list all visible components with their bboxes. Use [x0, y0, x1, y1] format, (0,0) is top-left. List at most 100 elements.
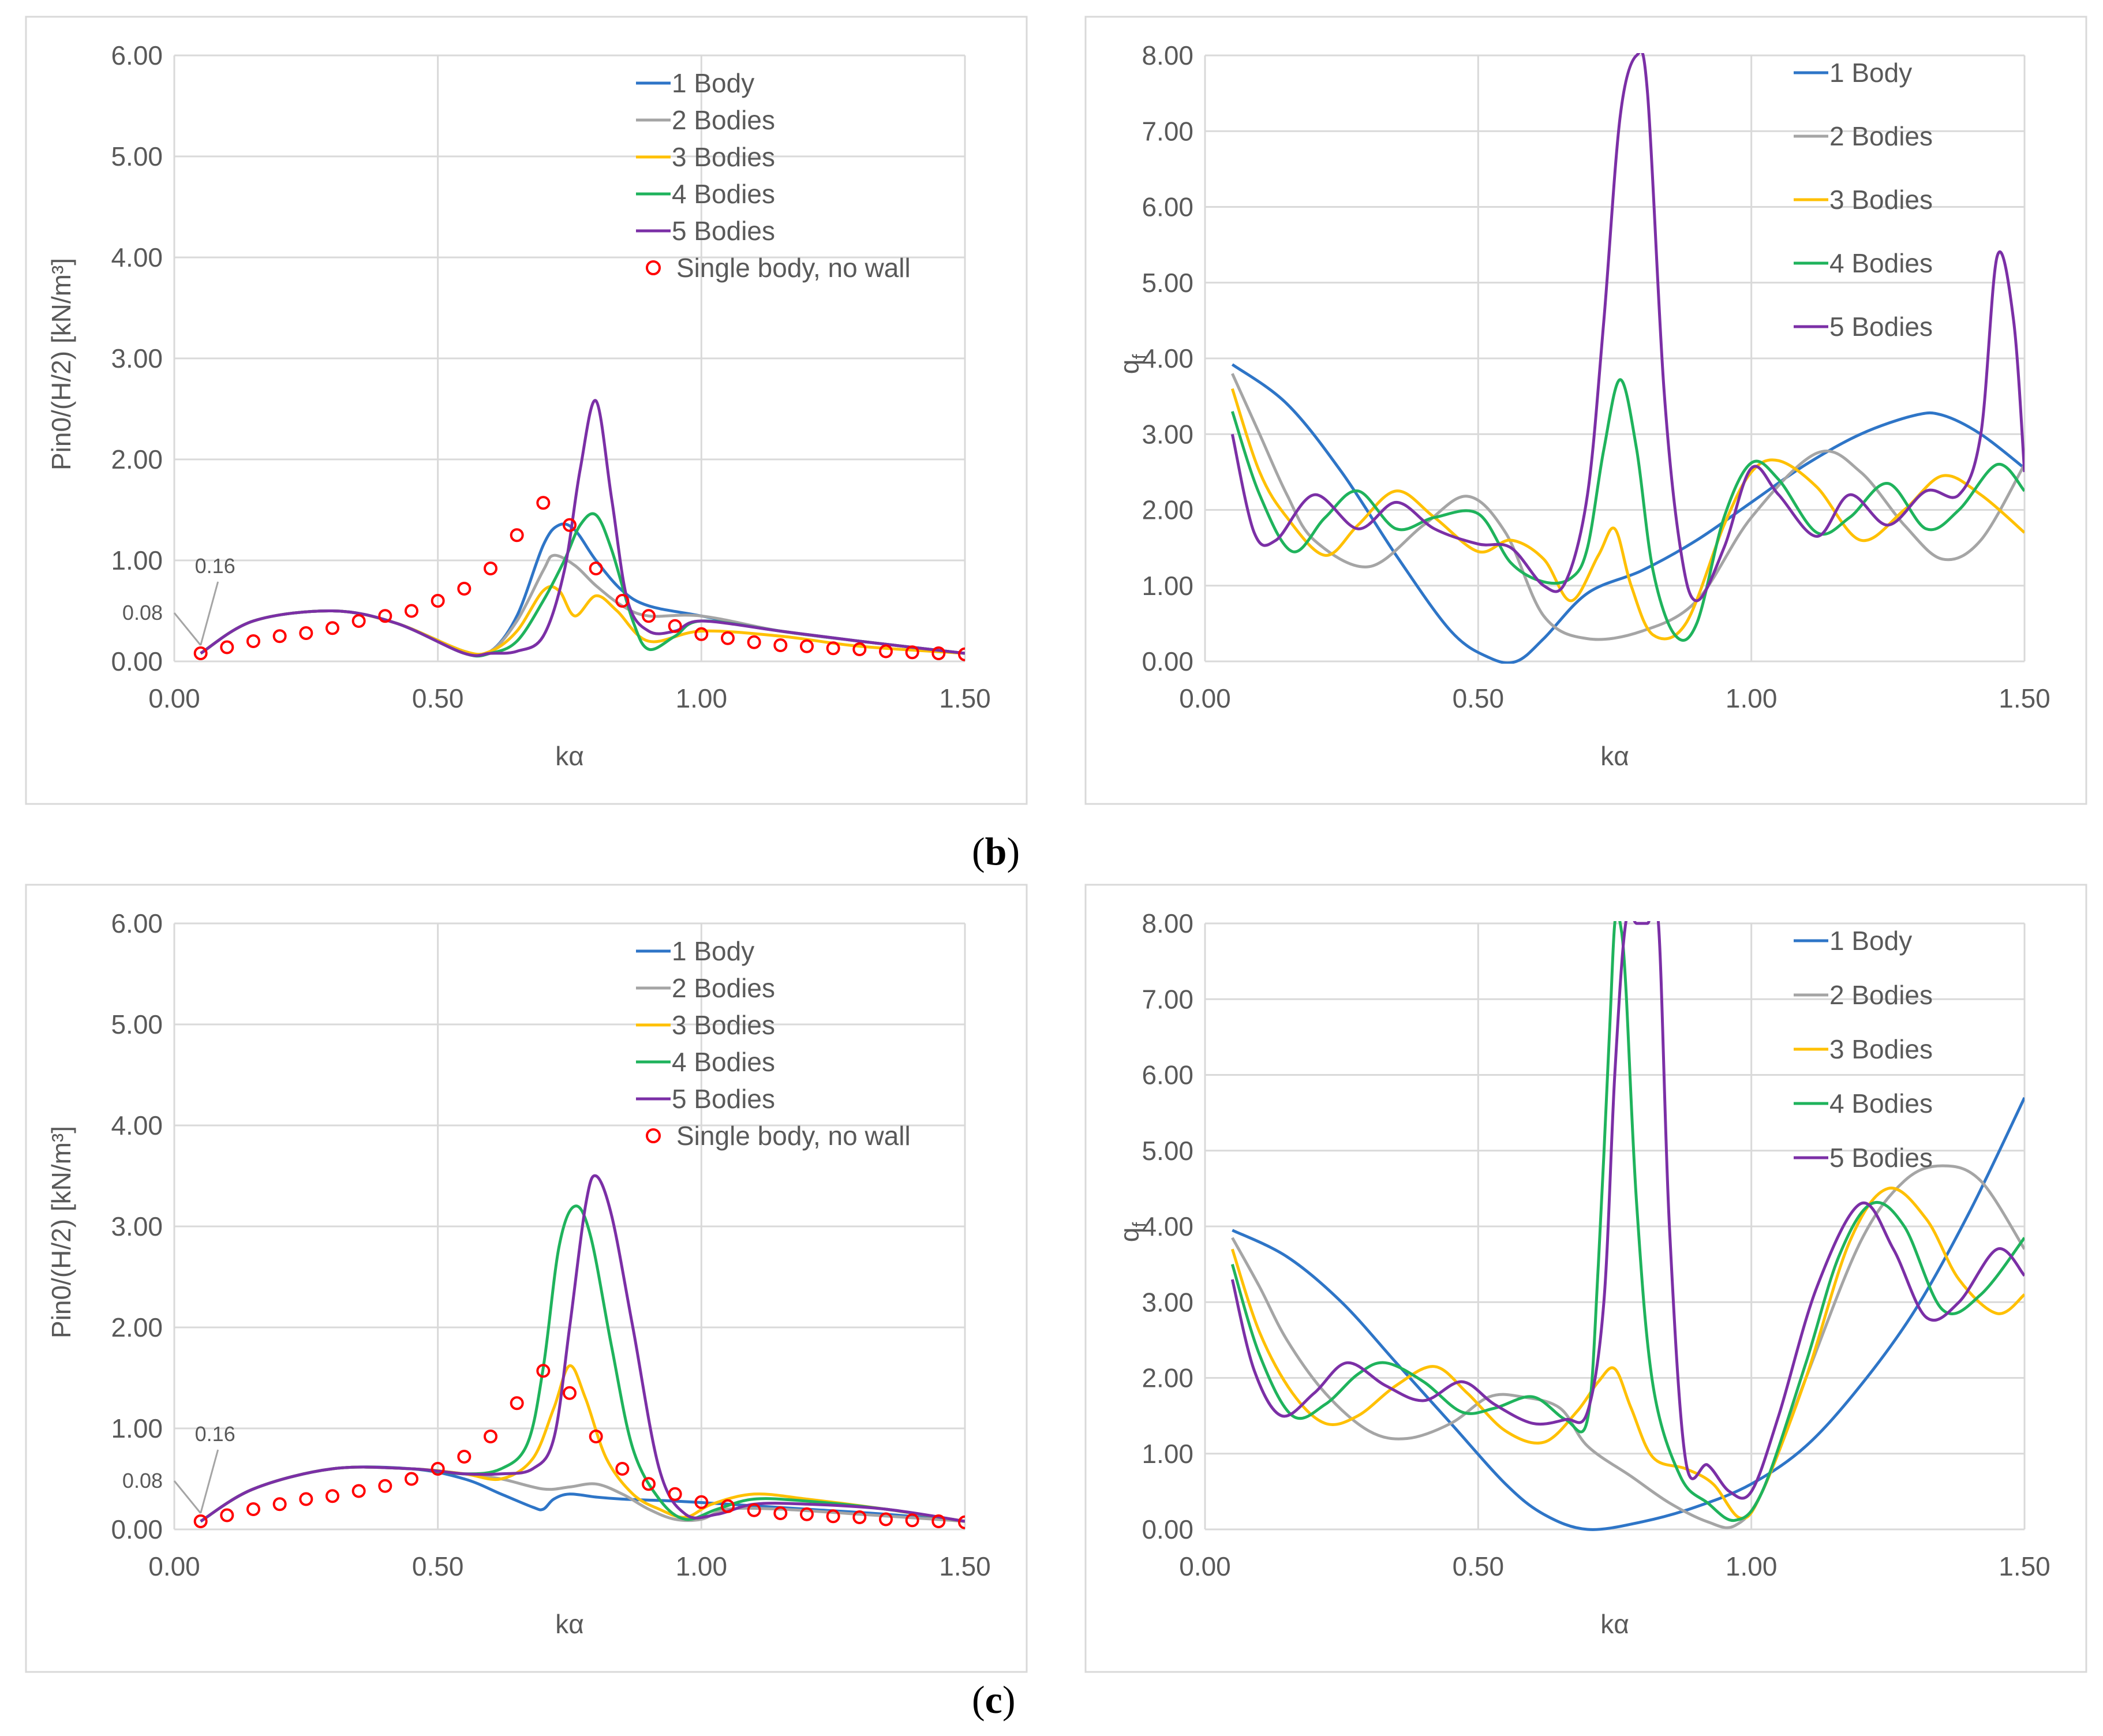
- y-tick-label: 3.00: [111, 343, 163, 373]
- data-point-single-body-no-wall: [457, 582, 472, 596]
- data-point-single-body-no-wall: [905, 1513, 919, 1528]
- series-line-3-bodies: [1230, 1187, 2025, 1520]
- x-tick-label: 0.50: [1453, 1551, 1505, 1581]
- y-tick-label: 6.00: [1142, 192, 1193, 222]
- legend-label-3-bodies: 3 Bodies: [1829, 185, 1933, 215]
- plot-frame: [1084, 884, 2087, 1673]
- legend-label-5-bodies: 5 Bodies: [1829, 312, 1933, 342]
- y-tick-label: 1.00: [111, 1413, 163, 1443]
- data-point-single-body-no-wall: [563, 1386, 577, 1400]
- y-tick-label: 2.00: [1142, 1363, 1193, 1393]
- annotation-016: 0.16: [195, 554, 235, 578]
- data-point-single-body-no-wall: [431, 1462, 445, 1476]
- data-point-single-body-no-wall: [563, 518, 577, 532]
- legend-label-1-body: 1 Body: [1829, 926, 1912, 956]
- x-tick-label: 1.50: [1999, 683, 2050, 713]
- data-point-single-body-no-wall: [879, 644, 893, 659]
- data-point-single-body-no-wall: [589, 1430, 603, 1443]
- data-point-single-body-no-wall: [694, 627, 709, 641]
- y-axis-title: qf: [1114, 1222, 1150, 1243]
- series-line-1-body: [1232, 1097, 2025, 1531]
- plot-frame: [25, 884, 1028, 1673]
- legend-marker-single-body-no-wall: [646, 260, 661, 275]
- panel-label-b-letter: b: [985, 829, 1007, 873]
- data-point-single-body-no-wall: [351, 1484, 366, 1498]
- legend-label-1-body: 1 Body: [672, 936, 754, 966]
- data-point-single-body-no-wall: [378, 609, 392, 623]
- y-axis-title: qf: [1114, 354, 1150, 375]
- data-point-single-body-no-wall: [405, 604, 418, 618]
- chart-b-left: 0.00 1.00 2.00 3.00 4.00 5.00 6.00 0.00 0.50 1.00…: [25, 16, 1028, 805]
- plot-frame: [25, 16, 1028, 805]
- y-tick-label: 0.00: [111, 1514, 163, 1544]
- data-point-single-body-no-wall: [484, 1430, 497, 1443]
- data-point-single-body-no-wall: [299, 1492, 313, 1506]
- annotation-leader-008: [173, 1480, 201, 1514]
- legend-label-2-bodies: 2 Bodies: [1829, 121, 1933, 151]
- data-point-single-body-no-wall: [958, 1515, 965, 1529]
- series-line-4-bodies: [1230, 378, 2025, 642]
- x-tick-label: 0.00: [148, 1551, 200, 1581]
- chart-c-right: 0.00 1.00 2.00 3.00 4.00 5.00 6.00 7.00 8.00 0.00…: [1084, 884, 2087, 1673]
- data-point-single-body-no-wall: [747, 635, 761, 649]
- data-point-single-body-no-wall: [747, 1503, 761, 1517]
- data-point-single-body-no-wall: [299, 626, 313, 640]
- data-point-single-body-no-wall: [351, 614, 366, 628]
- y-tick-label: 8.00: [1142, 40, 1193, 70]
- series-line-5-bodies: [1230, 53, 2025, 603]
- y-tick-label: 5.00: [111, 141, 163, 171]
- data-point-single-body-no-wall: [694, 1495, 709, 1509]
- legend-label-1-body: 1 Body: [1829, 58, 1912, 88]
- legend-label-5-bodies: 5 Bodies: [1829, 1143, 1933, 1173]
- data-point-single-body-no-wall: [879, 1512, 893, 1527]
- data-point-single-body-no-wall: [457, 1450, 472, 1464]
- data-point-single-body-no-wall: [405, 1472, 418, 1486]
- panel-label-c: (c): [972, 1678, 1016, 1722]
- legend-label-4-bodies: 4 Bodies: [672, 179, 775, 209]
- y-tick-label: 6.00: [111, 40, 163, 70]
- y-axis-title: Pin0/(H/2) [kN/m³]: [46, 1126, 76, 1338]
- data-point-single-body-no-wall: [536, 496, 551, 510]
- legend-label-single-body-no-wall: Single body, no wall: [676, 253, 911, 283]
- data-point-single-body-no-wall: [615, 594, 630, 608]
- data-point-single-body-no-wall: [193, 1514, 208, 1528]
- data-point-single-body-no-wall: [668, 1487, 682, 1501]
- x-tick-label: 0.50: [412, 1551, 464, 1581]
- annotation-008: 0.08: [122, 601, 163, 624]
- data-point-single-body-no-wall: [642, 609, 656, 623]
- legend-label-3-bodies: 3 Bodies: [672, 1010, 775, 1040]
- y-tick-label: 3.00: [1142, 419, 1193, 449]
- data-point-single-body-no-wall: [800, 639, 814, 653]
- data-point-single-body-no-wall: [272, 629, 287, 643]
- legend-label-4-bodies: 4 Bodies: [672, 1047, 775, 1077]
- legend-label-3-bodies: 3 Bodies: [672, 142, 775, 172]
- x-tick-label: 0.00: [148, 683, 200, 713]
- data-point-single-body-no-wall: [246, 1502, 260, 1516]
- y-tick-label: 5.00: [111, 1009, 163, 1039]
- x-tick-label: 1.00: [1726, 683, 1778, 713]
- data-point-single-body-no-wall: [510, 528, 524, 542]
- y-tick-label: 2.00: [111, 1312, 163, 1342]
- legend-label-4-bodies: 4 Bodies: [1829, 248, 1933, 278]
- data-point-single-body-no-wall: [958, 647, 965, 661]
- data-point-single-body-no-wall: [272, 1497, 287, 1511]
- x-tick-label: 0.50: [1453, 683, 1505, 713]
- legend-label-5-bodies: 5 Bodies: [672, 1084, 775, 1114]
- legend-label-5-bodies: 5 Bodies: [672, 216, 775, 246]
- plot-frame: [1084, 16, 2087, 805]
- annotation-016: 0.16: [195, 1422, 235, 1446]
- data-point-single-body-no-wall: [721, 631, 735, 645]
- y-tick-label: 1.00: [1142, 571, 1193, 601]
- data-point-single-body-no-wall: [431, 594, 445, 608]
- annotation-008: 0.08: [122, 1469, 163, 1492]
- data-point-single-body-no-wall: [931, 1514, 946, 1528]
- y-axis-title: Pin0/(H/2) [kN/m³]: [46, 258, 76, 470]
- legend-label-1-body: 1 Body: [672, 68, 754, 98]
- data-point-single-body-no-wall: [378, 1479, 392, 1493]
- x-tick-label: 0.00: [1179, 683, 1231, 713]
- data-point-single-body-no-wall: [220, 1508, 234, 1522]
- data-point-single-body-no-wall: [510, 1396, 524, 1410]
- y-tick-label: 7.00: [1142, 116, 1193, 146]
- y-tick-label: 3.00: [111, 1211, 163, 1241]
- x-tick-label: 1.50: [1999, 1551, 2050, 1581]
